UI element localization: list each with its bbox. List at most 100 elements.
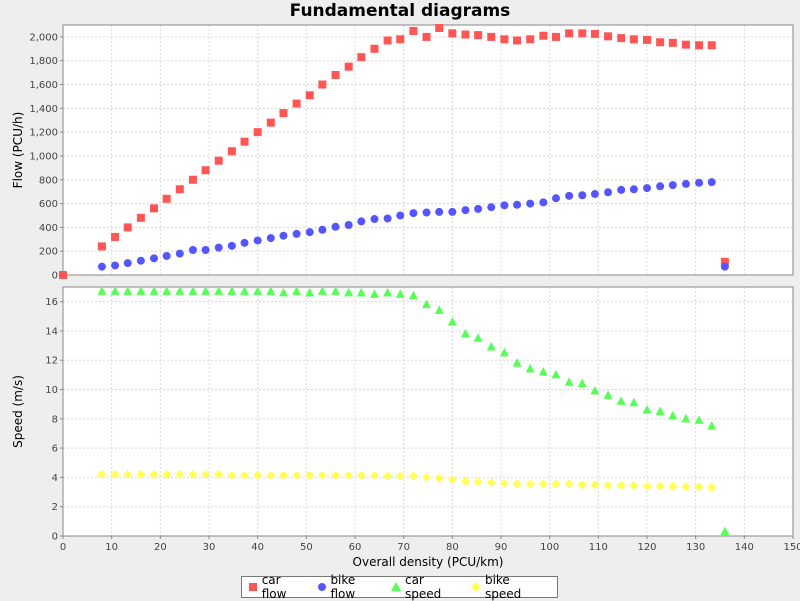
car-flow-point [409, 26, 418, 35]
car-flow-point [240, 137, 249, 146]
plot-area [63, 287, 793, 536]
bike-speed-point [123, 469, 133, 479]
bike-flow-point [629, 185, 638, 194]
bike-flow-point [656, 182, 665, 191]
car-flow-point [136, 213, 145, 222]
x-tick-label: 30 [203, 542, 216, 553]
car-speed-point [162, 286, 172, 295]
car-speed-point [97, 286, 107, 295]
bike-flow-point [435, 207, 444, 216]
car-flow-point [578, 29, 587, 38]
car-flow-point [629, 35, 638, 44]
bike-speed-point [227, 470, 237, 480]
bike-flow-point [720, 262, 729, 271]
car-flow-point [539, 31, 548, 40]
y-tick-label: 8 [52, 414, 58, 425]
bike-speed-point [292, 470, 302, 480]
y-tick-label: 12 [45, 356, 58, 367]
bike-speed-point [577, 480, 587, 490]
car-speed-point [344, 287, 354, 297]
car-speed-point [136, 286, 146, 295]
car-speed-point [460, 328, 470, 338]
car-flow-point [162, 194, 171, 203]
bike-flow-point [318, 225, 327, 234]
legend-item-bike-speed: bike speed [471, 573, 548, 601]
bike-flow-point [604, 188, 613, 197]
car-speed-point [395, 289, 405, 298]
bike-speed-point [694, 482, 704, 492]
car-speed-point [266, 286, 276, 295]
car-flow-point [487, 32, 496, 41]
bike-flow-point [681, 179, 690, 188]
x-tick-label: 10 [105, 542, 118, 553]
car-flow-point [474, 31, 483, 40]
bike-flow-point [590, 190, 599, 199]
car-flow-point [681, 40, 690, 49]
bike-speed-point [149, 469, 159, 479]
car-flow-point [188, 175, 197, 184]
y-tick-label: 14 [45, 326, 58, 337]
bike-speed-point [681, 482, 691, 492]
x-tick-label: 40 [251, 542, 264, 553]
bike-speed-point [395, 471, 405, 481]
car-speed-point [603, 390, 613, 399]
car-speed-point [473, 333, 483, 342]
legend-item-car-speed: car speed [391, 573, 462, 601]
car-flow-point [551, 32, 560, 41]
car-speed-point [707, 421, 717, 430]
car-flow-point [279, 109, 288, 118]
y-tick-label: 16 [45, 297, 58, 308]
bike-speed-point [266, 470, 276, 480]
y-axis-label: Speed (m/s) [11, 375, 25, 448]
car-speed-point [214, 286, 224, 295]
plot-border [62, 286, 794, 537]
bike-speed-point [525, 479, 535, 489]
square-marker-icon [249, 583, 257, 591]
bike-speed-point [422, 472, 432, 482]
bike-flow-point [422, 208, 431, 217]
car-flow-point [513, 36, 522, 45]
bike-speed-point [473, 477, 483, 487]
x-tick-label: 120 [637, 542, 656, 553]
car-flow-point [422, 32, 431, 41]
bike-flow-point [551, 194, 560, 203]
bike-flow-point [150, 254, 159, 263]
bike-speed-point [486, 478, 496, 488]
bike-speed-point [331, 470, 341, 480]
car-flow-point [266, 118, 275, 127]
bike-speed-point [317, 470, 327, 480]
y-tick-label: 1,600 [29, 80, 58, 91]
bike-flow-point [201, 246, 210, 254]
car-speed-point [356, 287, 366, 297]
car-speed-point [486, 342, 496, 351]
bike-speed-point [383, 471, 393, 481]
diamond-marker-icon [471, 582, 481, 592]
bike-flow-point [383, 214, 392, 223]
car-flow-point [448, 29, 457, 38]
car-speed-point [123, 286, 133, 295]
car-speed-point [408, 290, 418, 300]
car-speed-point [681, 413, 691, 423]
car-flow-point [500, 35, 509, 44]
bike-flow-point [162, 251, 171, 260]
bike-speed-point [175, 469, 185, 479]
bike-speed-point [434, 473, 444, 483]
bike-speed-point [642, 481, 652, 491]
car-flow-point [435, 23, 444, 32]
car-flow-point [292, 99, 301, 108]
y-tick-label: 1,200 [29, 128, 58, 139]
y-tick-label: 6 [52, 444, 58, 455]
car-flow-point [695, 41, 704, 50]
car-flow-point [565, 29, 574, 38]
car-speed-point [149, 286, 159, 295]
car-speed-point [331, 286, 341, 295]
car-speed-point [201, 286, 211, 295]
bike-flow-point [266, 234, 275, 243]
y-axis-label: Flow (PCU/h) [11, 112, 25, 189]
bike-speed-point [344, 470, 354, 480]
bike-flow-point [331, 222, 340, 231]
bike-flow-point [487, 203, 496, 212]
bike-flow-point [214, 243, 223, 252]
